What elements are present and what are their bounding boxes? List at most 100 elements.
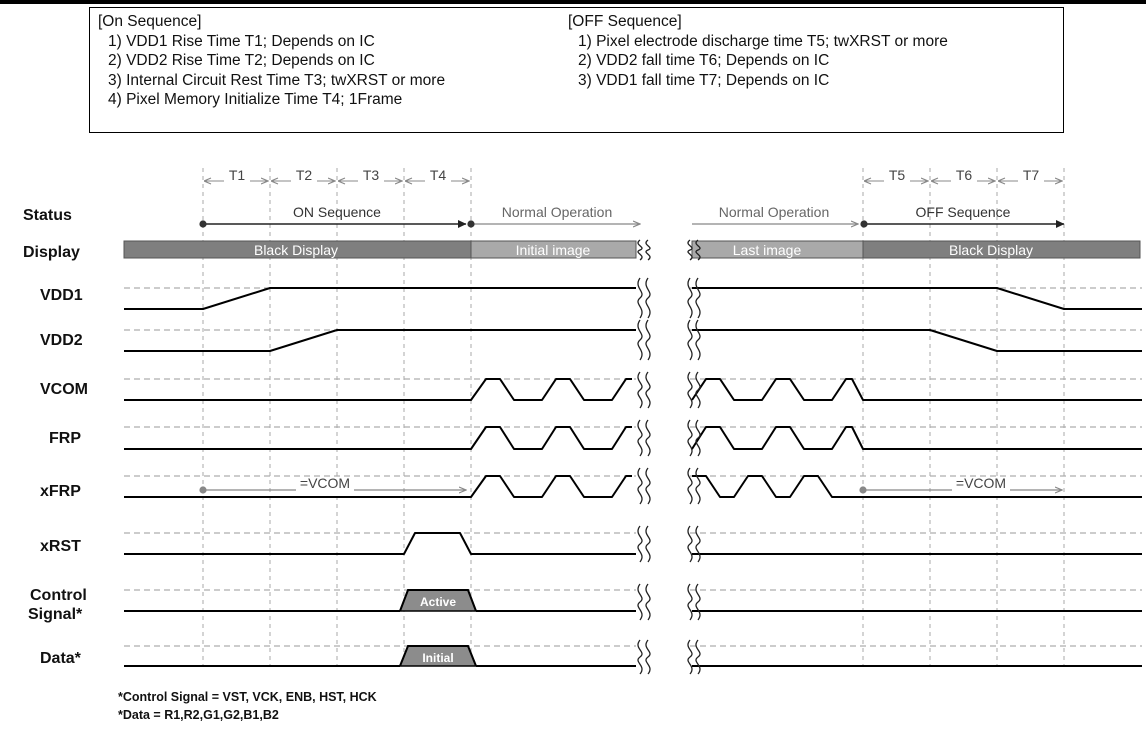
time-break-markers [637,239,701,675]
break-curve-1-1 [645,277,651,319]
break-curve-8-3 [695,639,701,675]
break-curve-7-0 [637,583,643,621]
data-initial-label: Initial [422,651,453,665]
display-initial-image: Initial image [516,242,591,258]
footnotes: *Control Signal = VST, VCK, ENB, HST, HC… [118,688,377,724]
footnote-control-signal: *Control Signal = VST, VCK, ENB, HST, HC… [118,690,377,704]
break-curve-4-1 [645,419,651,457]
signal-label-vcom: VCOM [40,381,88,398]
vdd2-waveform-off [692,329,1142,352]
break-curve-5-3 [695,467,701,505]
xfrp-vcom-arrows: =VCOM =VCOM [199,475,1062,494]
break-curve-5-0 [637,467,643,505]
status-row: ON Sequence Normal Operation Normal Oper… [199,204,1065,228]
frp-waveform-on [124,426,632,450]
break-curve-5-1 [645,467,651,505]
vdd2-waveform-on [124,329,636,352]
display-black-display-2: Black Display [949,242,1033,258]
break-curve-1-3 [695,277,701,319]
break-curve-7-1 [645,583,651,621]
break-curve-8-0 [637,639,643,675]
break-curve-5-2 [687,467,693,505]
signal-label-control-signal: Control Signal* [28,587,87,623]
timing-label-t5: T5 [889,167,906,183]
on-note-1: 1) VDD1 Rise Time T1; Depends on IC [108,32,375,50]
break-curve-2-0 [637,319,643,361]
break-curve-8-1 [645,639,651,675]
timing-label-t1: T1 [229,167,246,183]
break-curve-6-1 [645,525,651,563]
break-curve-0-3 [695,239,701,261]
off-sequence-title: [OFF Sequence] [568,13,682,30]
timing-label-t2: T2 [296,167,313,183]
xfrp-waveform-on [124,475,632,498]
off-note-3: 3) VDD1 fall time T7; Depends on IC [578,71,830,89]
break-curve-3-2 [687,371,693,409]
break-curve-2-3 [695,319,701,361]
status-normal-operation-1: Normal Operation [502,204,613,220]
xfrp-vcom-label-1: =VCOM [300,475,350,491]
off-note-2: 2) VDD2 fall time T6; Depends on IC [578,52,830,70]
xfrp-waveform-off [692,475,1142,498]
signal-label-status: Status [23,207,72,224]
vdd1-waveform-off [692,287,1142,310]
break-curve-2-1 [645,319,651,361]
break-curve-6-0 [637,525,643,563]
display-black-display-1: Black Display [254,242,338,258]
data-initial-badge: Initial [398,645,478,667]
on-note-4: 4) Pixel Memory Initialize Time T4; 1Fra… [108,91,403,109]
signal-label-display: Display [23,244,80,261]
break-curve-2-2 [687,319,693,361]
break-curve-6-2 [687,525,693,563]
break-curve-0-0 [637,239,643,261]
signal-label-vdd2: VDD2 [40,332,83,349]
status-off-sequence: OFF Sequence [916,204,1011,220]
display-row: Black Display Initial image Last image B… [123,240,1141,259]
signal-label-xfrp: xFRP [40,483,81,500]
frp-waveform-off [691,426,1142,450]
status-on-sequence: ON Sequence [293,204,381,220]
break-curve-4-2 [687,419,693,457]
on-note-2: 2) VDD2 Rise Time T2; Depends on IC [108,52,375,70]
display-last-image: Last image [733,242,802,258]
on-note-3: 3) Internal Circuit Rest Time T3; twXRST… [108,71,446,89]
break-curve-8-2 [687,639,693,675]
xfrp-vcom-label-2: =VCOM [956,475,1006,491]
break-curve-1-0 [637,277,643,319]
timing-label-t4: T4 [430,167,447,183]
break-curve-0-1 [645,239,651,261]
break-curve-1-2 [687,277,693,319]
break-curve-4-0 [637,419,643,457]
vcom-waveform-on [124,378,632,401]
break-curve-0-2 [687,239,693,261]
on-sequence-notes: [On Sequence] 1) VDD1 Rise Time T1; Depe… [98,12,445,110]
control-signal-active-badge: Active [398,589,478,612]
timing-label-t7: T7 [1023,167,1040,183]
on-sequence-title: [On Sequence] [98,13,202,30]
signal-label-xrst: xRST [40,538,81,555]
sequence-notes-box: [On Sequence] 1) VDD1 Rise Time T1; Depe… [89,7,1064,133]
signal-label-frp: FRP [49,430,81,447]
timing-label-t3: T3 [363,167,380,183]
break-curve-4-3 [695,419,701,457]
signal-label-vdd1: VDD1 [40,287,83,304]
top-rule [0,0,1146,4]
vdd1-waveform-on [124,287,636,310]
break-curve-3-3 [695,371,701,409]
off-note-1: 1) Pixel electrode discharge time T5; tw… [578,32,948,50]
control-signal-active-label: Active [420,595,456,609]
status-normal-operation-2: Normal Operation [719,204,830,220]
timing-label-t6: T6 [956,167,973,183]
break-curve-7-3 [695,583,701,621]
break-curve-3-1 [645,371,651,409]
footnote-data: *Data = R1,R2,G1,G2,B1,B2 [118,708,279,722]
vcom-waveform-off [691,378,1142,401]
break-curve-3-0 [637,371,643,409]
off-sequence-notes: [OFF Sequence] 1) Pixel electrode discha… [568,12,948,90]
break-curve-7-2 [687,583,693,621]
dashed-grid [124,287,1142,647]
break-curve-6-3 [695,525,701,563]
signal-label-data: Data* [40,650,82,667]
xrst-waveform-on [124,532,636,555]
